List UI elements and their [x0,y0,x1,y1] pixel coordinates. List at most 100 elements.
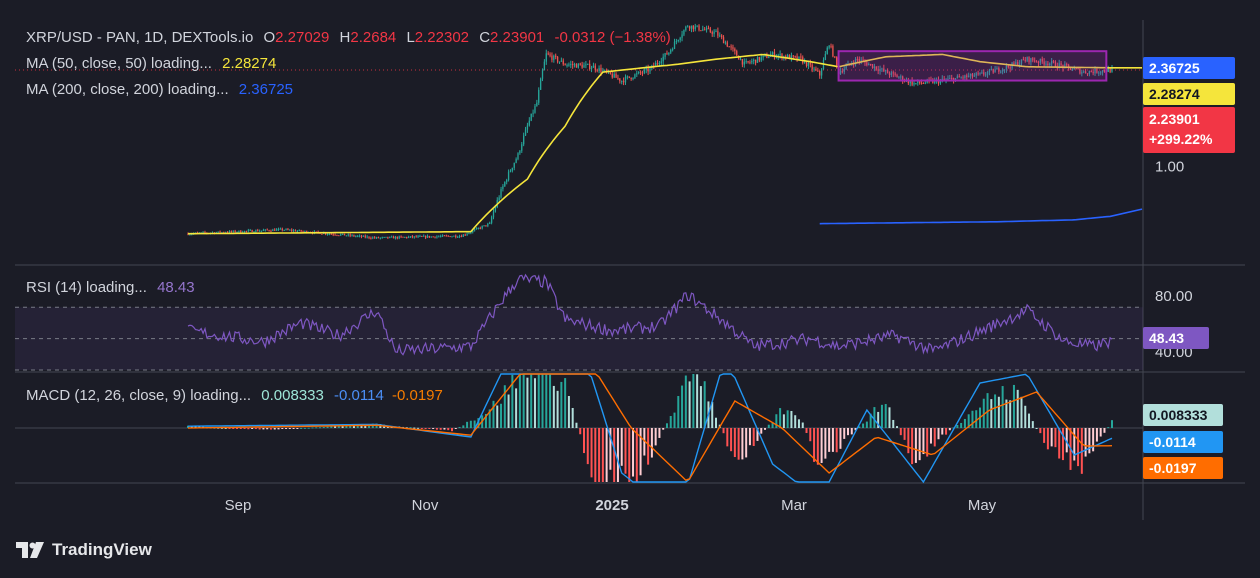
candle-body [632,78,634,80]
macd-hist-bar [413,427,416,429]
macd-hist-bar [933,428,936,447]
rsi-value-badge: 48.43 [1143,327,1209,349]
candle-body [377,237,380,239]
candle-body [532,112,534,114]
candle-body [792,55,794,57]
candle-body [834,56,836,58]
candle-body [794,56,796,58]
candle-body [983,72,985,75]
candle-body [534,106,536,113]
candle-body [986,72,989,75]
candle-body [428,235,431,238]
ma50-label: MA (50, close, 50) loading... [26,55,212,72]
candle-body [915,82,917,84]
candle-body [238,230,240,232]
candle-body [289,229,291,231]
macd-hist-bar [269,428,272,430]
macd-hist-bar [786,410,789,428]
candle-body [604,70,606,72]
time-axis-label: 2025 [595,497,628,514]
macd-pane [15,373,1143,484]
macd-hist-bar [673,412,676,428]
rsi-value: 48.43 [157,279,195,296]
macd-signal-line [187,373,1113,482]
tradingview-brand[interactable]: TradingView [16,540,152,560]
candle-body [888,73,891,76]
candle-body [690,25,693,29]
candle-body [1077,68,1079,70]
candle-body [351,235,353,237]
macd-hist-bar [982,398,985,428]
macd-hist-bar [941,428,944,435]
candle-body [353,235,355,237]
candle-body [588,63,591,69]
macd-hist-bar [616,428,619,482]
high-label: H [339,29,351,46]
candle-body [470,232,472,234]
macd-hist-bar [352,425,355,428]
candle-body [645,68,647,70]
rsi-line [187,273,1113,356]
candle-body [630,77,632,79]
consolidation-box[interactable] [837,50,1108,82]
candle-body [1086,73,1089,75]
candle-body [383,236,385,238]
candle-body [579,63,581,65]
macd-hist-bar [1016,389,1019,428]
macd-hist-bar [594,428,597,482]
rsi-legend[interactable]: RSI (14) loading... 48.43 [26,279,195,297]
candle-body [236,231,238,233]
candle-body [668,52,670,55]
macd-hist-bar [273,428,276,430]
macd-hist-bar [307,427,310,429]
candle-body [572,64,574,66]
candle-body [279,228,282,230]
macd-hist-bar [745,428,748,458]
candle-body [315,231,317,233]
macd-hist-bar [1031,421,1034,428]
symbol-legend[interactable]: XRP/USD - PAN, 1D, DEXTools.io O2.27029 … [26,29,671,47]
candle-body [615,74,617,78]
candle-body [243,230,246,233]
ma50-legend[interactable]: MA (50, close, 50) loading... 2.28274 [26,55,276,73]
candle-body [549,54,551,56]
macd-hist-bar [247,428,250,430]
macd-hist-bar [613,428,616,482]
candle-body [896,74,898,78]
macd-hist-bar [556,390,559,428]
candle-body [406,237,408,239]
candle-body [854,58,857,65]
candle-body [617,77,619,79]
candle-body [692,25,695,30]
candle-body [868,64,870,66]
candle-body [221,232,223,234]
macd-legend[interactable]: MACD (12, 26, close, 9) loading... 0.008… [26,387,443,405]
candle-body [300,230,302,232]
candle-body [715,31,717,33]
macd-hist-bar [681,385,684,428]
change-value: -0.0312 (−1.38%) [554,29,671,46]
ma200-legend[interactable]: MA (200, close, 200) loading... 2.36725 [26,81,293,99]
macd-hist-bar [586,428,589,465]
macd-hist-bar [552,385,555,428]
candle-body [545,53,547,62]
candle-body [1060,63,1062,65]
candle-body [817,70,819,72]
candle-body [268,230,270,232]
candle-body [984,74,987,76]
macd-hist-bar [911,428,914,465]
candle-body [875,66,877,70]
ma200-label: MA (200, close, 200) loading... [26,81,229,98]
candle-body [751,61,753,63]
candle-body [728,46,730,48]
macd-hist-bar [1020,396,1023,428]
macd-hist-bar [684,375,687,428]
candle-body [860,59,862,61]
candle-body [886,70,889,74]
candle-body [1047,63,1049,66]
candle-body [720,35,723,38]
macd-hist-bar [496,405,499,428]
candle-body [277,228,280,230]
candle-body [275,229,278,231]
